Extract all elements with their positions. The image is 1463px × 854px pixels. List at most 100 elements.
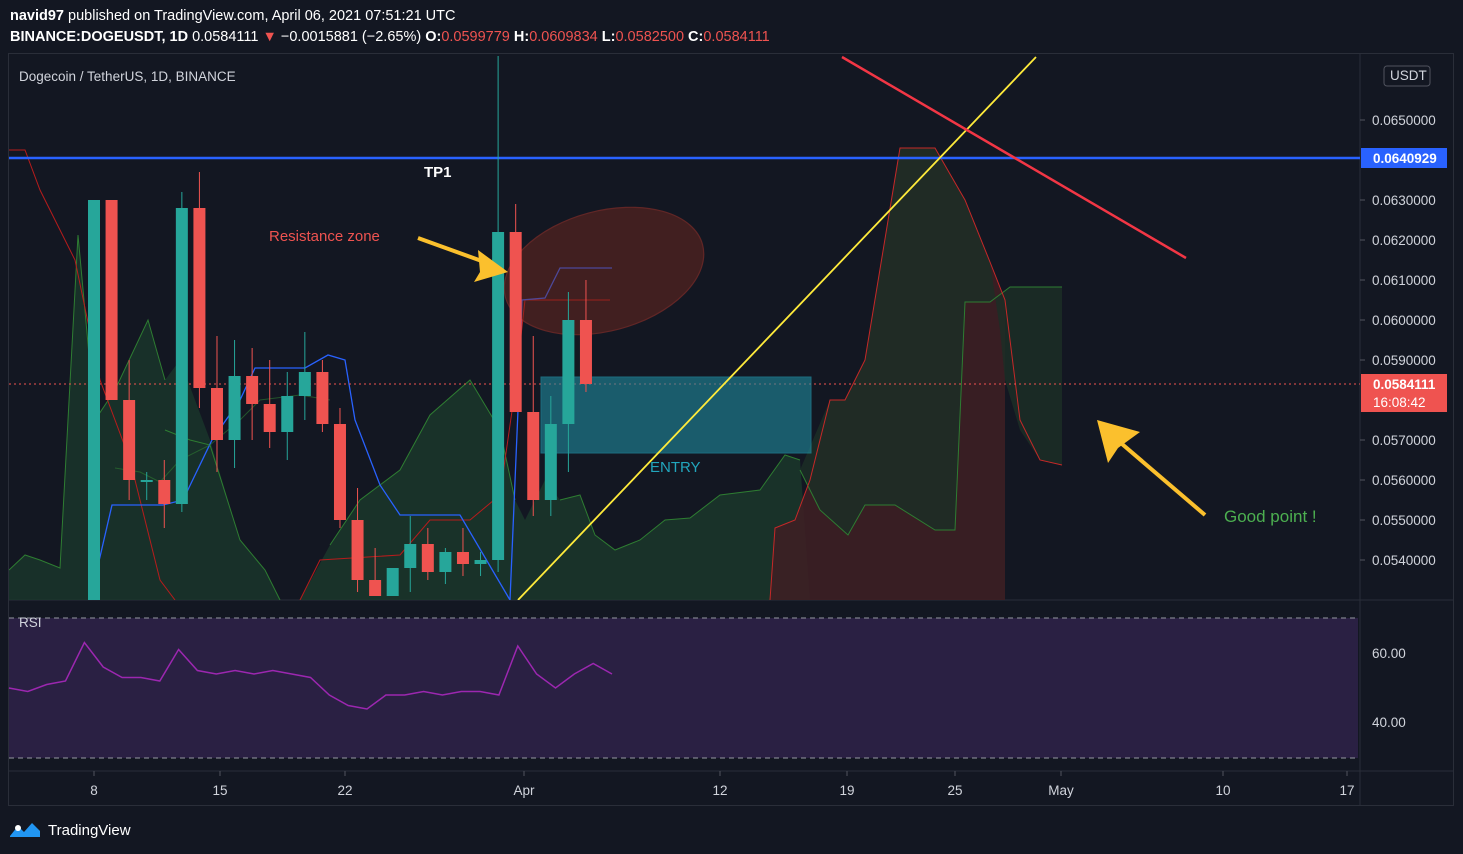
publish-info: navid97 published on TradingView.com, Ap…	[10, 6, 770, 27]
span-a-line-5	[799, 286, 1062, 536]
last-price-tag	[1361, 374, 1447, 412]
candle-body	[369, 580, 382, 596]
chart-title: Dogecoin / TetherUS, 1D, BINANCE	[19, 69, 236, 84]
candle-body	[298, 372, 311, 396]
candle-body	[404, 544, 417, 568]
entry-label: ENTRY	[650, 459, 701, 476]
time-axis[interactable]: 8 15 22 Apr 12 19 25 May 10 17	[90, 771, 1355, 798]
candle-mar-8[interactable]	[88, 200, 100, 600]
last-price: 0.0584111	[192, 29, 259, 45]
candle-body	[158, 480, 171, 504]
time-tick-label: 8	[90, 783, 98, 798]
candle-body	[421, 544, 434, 572]
candle-body	[193, 208, 206, 388]
price-tick-label: 0.0650000	[1372, 113, 1436, 128]
candle-mar-29[interactable]	[456, 528, 469, 576]
price-axis[interactable]: 0.0650000 0.0630000 0.0620000 0.0610000 0.06…	[1360, 113, 1436, 568]
time-tick-label: 25	[947, 783, 962, 798]
candle-mar-31[interactable]	[492, 56, 505, 572]
descending-trend-line[interactable]	[841, 55, 1187, 260]
time-tick-label: May	[1048, 783, 1074, 798]
tp-price-text: 0.0640929	[1373, 151, 1437, 166]
candle-mar-23[interactable]	[351, 488, 364, 592]
candle-body	[140, 480, 153, 482]
footer-brand: TradingView	[48, 821, 131, 839]
good-point-label: Good point !	[1224, 507, 1317, 526]
candle-mar-26[interactable]	[404, 516, 417, 592]
chart-frame[interactable]	[8, 53, 1454, 806]
candle-mar-24[interactable]	[369, 548, 382, 596]
candle-apr-4[interactable]	[562, 292, 575, 472]
change-value: −0.0015881 (−2.65%)	[280, 29, 422, 45]
ohlc-row: BINANCE:DOGEUSDT, 1D 0.0584111 ▼ −0.0015…	[10, 27, 770, 48]
candle-body	[562, 320, 575, 424]
price-tick-label: 0.0610000	[1372, 273, 1436, 288]
candle-mar-17[interactable]	[246, 348, 259, 440]
price-tick-label: 0.0630000	[1372, 193, 1436, 208]
time-tick-label: 10	[1215, 783, 1230, 798]
resistance-zone-label: Resistance zone	[269, 228, 380, 245]
candle-body	[439, 552, 452, 572]
cloud-green-1	[9, 235, 280, 600]
candle-mar-18[interactable]	[263, 360, 276, 448]
resistance-arrow-icon	[417, 236, 508, 282]
span-b-line-3	[769, 147, 1063, 600]
time-tick-label: 22	[337, 783, 352, 798]
publisher-name[interactable]: navid97	[10, 8, 64, 24]
candle-body	[492, 232, 505, 560]
resistance-zone-ellipse[interactable]	[490, 187, 718, 356]
candle-body	[474, 560, 487, 564]
candle-apr-3[interactable]	[544, 396, 557, 516]
tp1-label: TP1	[424, 164, 452, 181]
price-tick-label: 0.0600000	[1372, 313, 1436, 328]
candle-body	[527, 412, 540, 500]
candle-mar-14[interactable]	[193, 172, 206, 408]
candle-mar-30[interactable]	[474, 552, 487, 576]
time-tick-label: 12	[712, 783, 727, 798]
candle-mar-28[interactable]	[439, 548, 452, 584]
cloud-green-3	[800, 148, 1062, 535]
candle-apr-1[interactable]	[509, 204, 522, 412]
currency-badge[interactable]	[1383, 65, 1431, 87]
currency-badge-text: USDT	[1390, 68, 1427, 83]
candle-apr-5[interactable]	[579, 280, 592, 392]
candle-body	[105, 200, 118, 400]
open-value: 0.0599779	[441, 29, 510, 45]
rsi-label: RSI	[19, 615, 42, 630]
candle-mar-22[interactable]	[333, 408, 346, 528]
candle-body	[544, 424, 557, 500]
symbol-label: BINANCE:DOGEUSDT, 1D	[10, 29, 189, 45]
tradingview-logo-icon	[10, 823, 40, 837]
candle-mar-15[interactable]	[210, 336, 223, 472]
candle-mar-25[interactable]	[386, 568, 399, 596]
candle-body	[351, 520, 364, 580]
ascending-trend-line[interactable]	[517, 56, 1037, 600]
candle-mar-19[interactable]	[281, 372, 294, 460]
candle-mar-9[interactable]	[105, 200, 118, 400]
time-tick-label: Apr	[513, 783, 535, 798]
entry-zone-box[interactable]	[540, 376, 812, 454]
candle-mar-16[interactable]	[228, 340, 241, 468]
price-tick-label: 0.0540000	[1372, 553, 1436, 568]
change-arrow-icon: ▼	[262, 29, 277, 45]
candle-body	[88, 200, 100, 600]
candle-mar-13[interactable]	[175, 192, 188, 512]
candle-apr-2[interactable]	[527, 336, 540, 516]
candle-mar-11[interactable]	[140, 472, 153, 500]
candle-mar-21[interactable]	[316, 360, 329, 432]
candle-body	[263, 404, 276, 432]
candle-mar-20[interactable]	[298, 332, 311, 420]
price-tick-label: 0.0590000	[1372, 353, 1436, 368]
candle-mar-27[interactable]	[421, 528, 434, 580]
candle-mar-10[interactable]	[123, 360, 136, 500]
rsi-level-60: 60.00	[1372, 646, 1406, 661]
countdown-text: 16:08:42	[1373, 395, 1426, 410]
tradingview-footer[interactable]: TradingView	[8, 820, 131, 840]
rsi-band	[9, 618, 1358, 758]
low-value: 0.0582500	[615, 29, 685, 45]
candle-mar-12[interactable]	[158, 460, 171, 528]
time-tick-label: 19	[839, 783, 854, 798]
span-a-line	[9, 234, 166, 571]
time-tick-label: 17	[1339, 783, 1354, 798]
